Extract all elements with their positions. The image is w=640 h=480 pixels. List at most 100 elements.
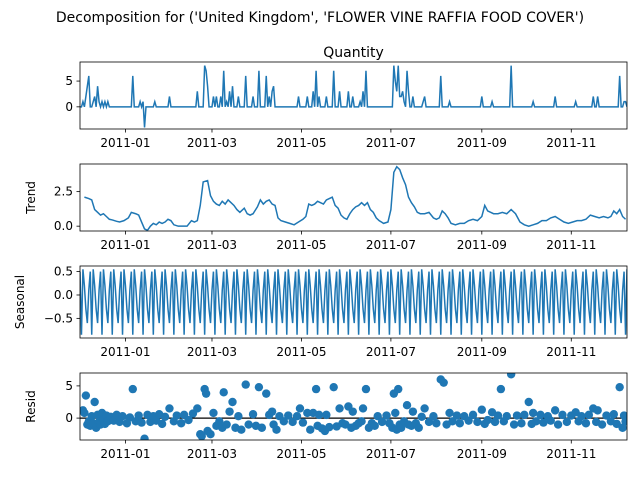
x-tick-label: 2011-05 bbox=[276, 447, 326, 461]
resid-point bbox=[292, 411, 302, 421]
resid-point bbox=[357, 417, 366, 426]
x-tick-label: 2011-01 bbox=[100, 136, 150, 150]
observed-plot-area bbox=[80, 65, 627, 128]
y-axis-label: Trend bbox=[24, 181, 38, 215]
x-tick-label: 2011-01 bbox=[100, 238, 150, 252]
resid-point bbox=[408, 407, 418, 416]
resid-point bbox=[314, 410, 324, 420]
resid-point bbox=[417, 412, 426, 422]
x-tick-label: 2011-05 bbox=[276, 238, 326, 252]
resid-point bbox=[593, 406, 602, 415]
resid-point bbox=[237, 425, 246, 434]
resid-point bbox=[90, 397, 99, 407]
resid-point bbox=[361, 384, 371, 394]
resid-point bbox=[546, 416, 555, 425]
resid-point bbox=[394, 384, 403, 394]
seasonal-series-line bbox=[80, 269, 627, 335]
resid-point bbox=[581, 419, 591, 428]
resid-point bbox=[468, 410, 478, 420]
x-tick-label: 2011-11 bbox=[546, 136, 596, 150]
x-tick-label: 2011-05 bbox=[276, 345, 326, 359]
trend-series-line bbox=[84, 165, 627, 231]
x-tick-label: 2011-07 bbox=[366, 447, 416, 461]
x-tick-label: 2011-07 bbox=[366, 238, 416, 252]
resid-point bbox=[184, 415, 193, 425]
resid-point bbox=[373, 411, 382, 421]
resid-point bbox=[452, 411, 462, 420]
resid-point bbox=[517, 419, 526, 428]
resid-point bbox=[197, 431, 206, 440]
resid-point bbox=[335, 404, 344, 413]
resid-point bbox=[477, 405, 487, 414]
resid-point bbox=[553, 420, 563, 429]
resid-point bbox=[536, 410, 545, 420]
observed-axes-frame bbox=[79, 61, 628, 130]
resid-point bbox=[262, 389, 271, 398]
resid-point bbox=[348, 407, 357, 416]
resid-point bbox=[241, 380, 250, 389]
resid-point bbox=[303, 408, 312, 418]
resid-point bbox=[257, 423, 267, 432]
resid-point bbox=[298, 418, 308, 427]
resid-point bbox=[157, 419, 167, 429]
resid-point bbox=[244, 420, 253, 429]
y-tick-label: 0.0 bbox=[54, 219, 73, 233]
resid-point bbox=[267, 407, 277, 416]
resid-point bbox=[473, 417, 482, 427]
resid-point bbox=[439, 378, 448, 387]
resid-point bbox=[234, 411, 243, 421]
resid-point bbox=[272, 425, 281, 434]
resid-point bbox=[597, 420, 607, 429]
resid-point bbox=[483, 415, 492, 425]
x-tick-label: 2011-03 bbox=[187, 447, 237, 461]
resid-point bbox=[209, 408, 218, 418]
x-tick-label: 2011-11 bbox=[546, 447, 596, 461]
resid-point bbox=[502, 411, 511, 421]
x-tick-label: 2011-09 bbox=[457, 136, 507, 150]
resid-point bbox=[377, 417, 387, 427]
resid-point bbox=[524, 397, 533, 407]
resid-point bbox=[493, 411, 503, 420]
y-tick-label: 0.0 bbox=[54, 288, 73, 302]
resid-point bbox=[358, 404, 368, 413]
resid-point bbox=[432, 419, 441, 428]
resid-point bbox=[201, 389, 211, 398]
resid-point bbox=[402, 401, 412, 410]
resid-point bbox=[193, 404, 202, 413]
resid-point bbox=[420, 404, 429, 413]
resid-point bbox=[615, 382, 624, 392]
resid-point bbox=[288, 417, 297, 427]
figure-title: Decomposition for ('United Kingdom', 'FL… bbox=[56, 10, 584, 26]
x-tick-label: 2011-09 bbox=[457, 447, 507, 461]
resid-point bbox=[81, 391, 91, 400]
trend-axes-frame bbox=[79, 163, 628, 232]
resid-point bbox=[128, 384, 137, 394]
resid-point bbox=[448, 417, 457, 426]
resid-plot-area bbox=[80, 373, 627, 440]
y-tick-label: 5 bbox=[65, 379, 73, 393]
x-tick-label: 2011-09 bbox=[457, 345, 507, 359]
resid-point bbox=[370, 421, 379, 431]
y-tick-label: 0 bbox=[65, 411, 73, 425]
x-tick-label: 2011-11 bbox=[546, 345, 596, 359]
panels: 2011-01 2011-03 2011-05 2011-07 2011-09 2011-… bbox=[13, 45, 628, 461]
resid-point bbox=[329, 382, 338, 392]
panel-title: Quantity bbox=[323, 45, 384, 61]
y-axis-label: Resid bbox=[24, 390, 38, 422]
resid-point bbox=[490, 417, 500, 427]
x-tick-label: 2011-03 bbox=[187, 238, 237, 252]
resid-point bbox=[215, 417, 224, 426]
resid-point bbox=[609, 410, 618, 419]
resid-point bbox=[562, 417, 572, 427]
resid-point bbox=[506, 373, 516, 379]
resid-point bbox=[577, 411, 586, 421]
y-tick-label: 0 bbox=[65, 100, 73, 114]
panel-observed: 2011-01 2011-03 2011-05 2011-07 2011-09 2011-… bbox=[65, 45, 628, 150]
x-tick-label: 2011-09 bbox=[457, 238, 507, 252]
resid-point bbox=[172, 411, 181, 420]
resid-point bbox=[118, 411, 127, 421]
panel-trend: 2011-01 2011-03 2011-05 2011-07 2011-09 2011-… bbox=[24, 163, 628, 252]
resid-point bbox=[558, 410, 567, 420]
resid-point bbox=[382, 411, 391, 420]
